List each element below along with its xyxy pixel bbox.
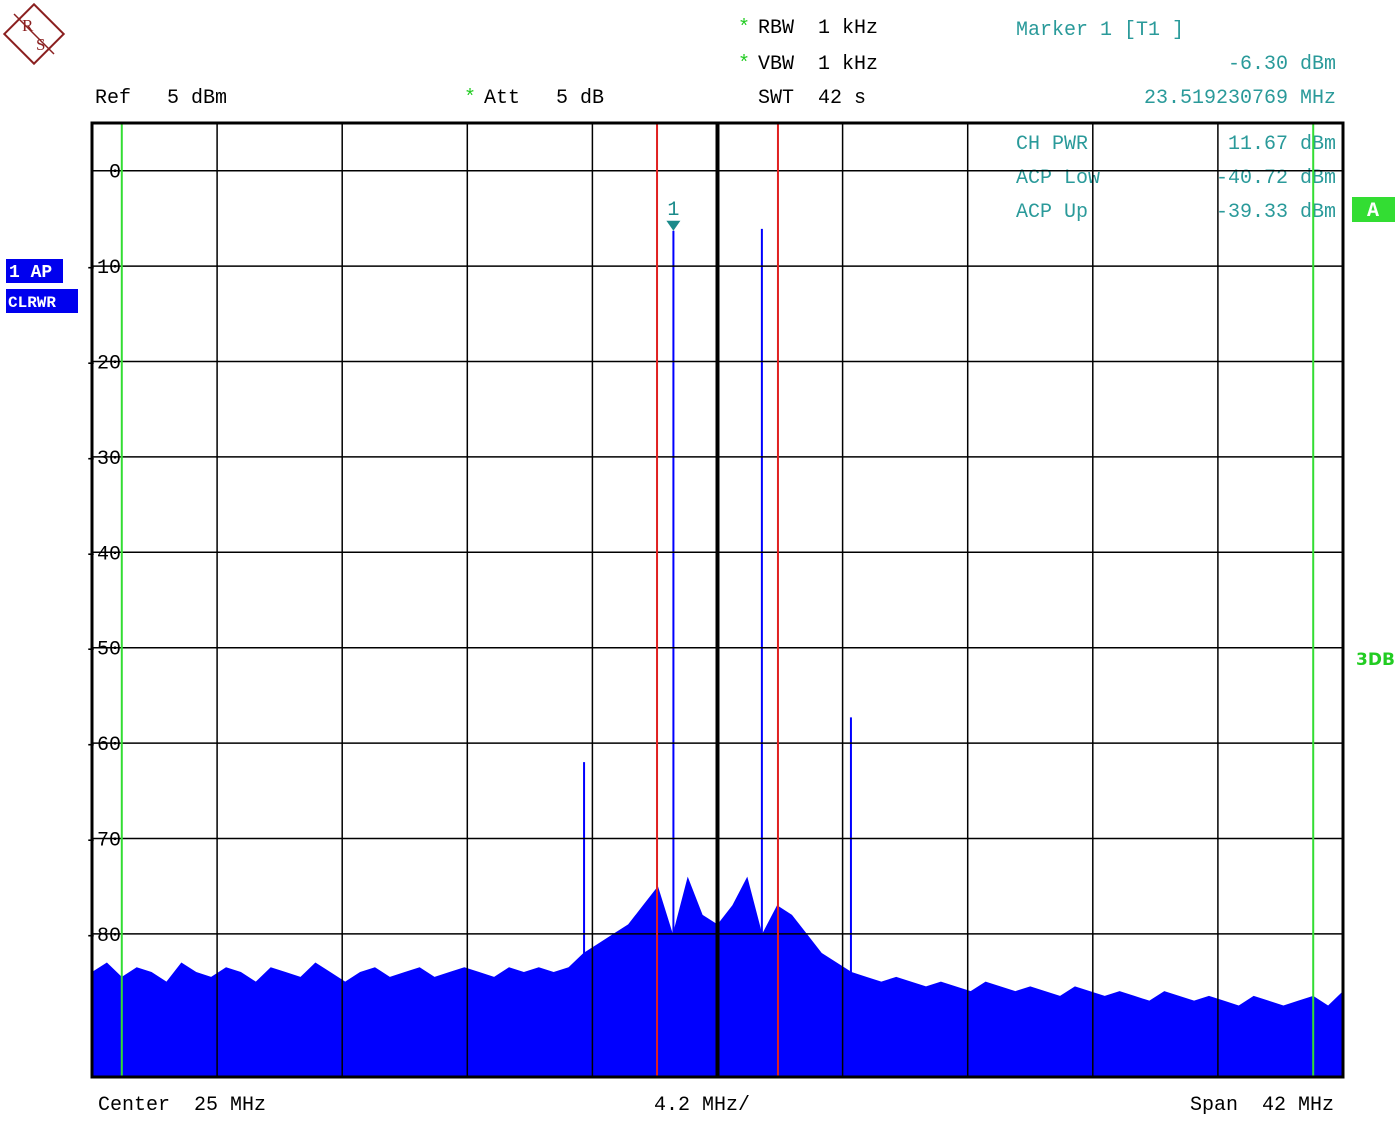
result-name: CH PWR [1016,133,1088,156]
trace-clear: CLRWR [8,294,56,312]
filter-label: 3DB [1356,650,1395,670]
y-tick-label: -70 [85,830,121,853]
logo-slash [13,13,55,55]
vbw: VBW 1 kHz [758,53,878,76]
y-tick-label: -80 [85,925,121,948]
division: 4.2 MHz/ [654,1094,750,1117]
plot: 0 -10 -20 -30 -40 -50 -60 -70 -80 1 [85,123,1343,1077]
trace-mode-box [1352,197,1395,222]
attenuation: Att 5 dB [484,87,604,110]
swt: SWT 42 s [758,87,866,110]
y-tick-label: -20 [85,353,121,376]
results: CH PWR 11.67 dBm ACP Low -40.72 dBm ACP Up -3… [1016,133,1336,224]
y-tick-label: -10 [85,257,121,280]
result-name: ACP Up [1016,201,1088,224]
result-name: ACP Low [1016,167,1100,190]
trace-mode: A [1367,200,1379,223]
center-frequency: Center 25 MHz [98,1094,266,1117]
flag: * [464,87,476,110]
result-value: 11.67 dBm [1228,133,1336,156]
y-tick-label: 0 [109,162,121,185]
logo-letter: R [22,16,34,35]
marker [666,220,681,231]
marker-level: -6.30 dBm [1228,53,1336,76]
y-tick-label: -50 [85,639,121,662]
flag: * [738,17,750,40]
flag: * [738,53,750,76]
logo: R S [2,2,66,66]
y-tick-label: -40 [85,543,121,566]
y-tick-label: -30 [85,448,121,471]
marker-label: 1 [667,199,679,222]
y-tick-label: -60 [85,734,121,757]
trace-label: 1 AP [9,263,52,283]
trace-label-box [6,259,63,283]
trace-clear-box [6,289,78,313]
logo-letter: S [36,35,45,54]
ref-level: Ref 5 dBm [95,87,227,110]
marker-frequency: 23.519230769 MHz [1144,87,1336,110]
plot-frame [90,121,1345,1079]
result-value: -40.72 dBm [1216,167,1336,190]
rbw: RBW 1 kHz [758,17,878,40]
marker-title: Marker 1 [T1 ] [1016,19,1184,42]
span: Span 42 MHz [1190,1094,1334,1117]
result-value: -39.33 dBm [1216,201,1336,224]
